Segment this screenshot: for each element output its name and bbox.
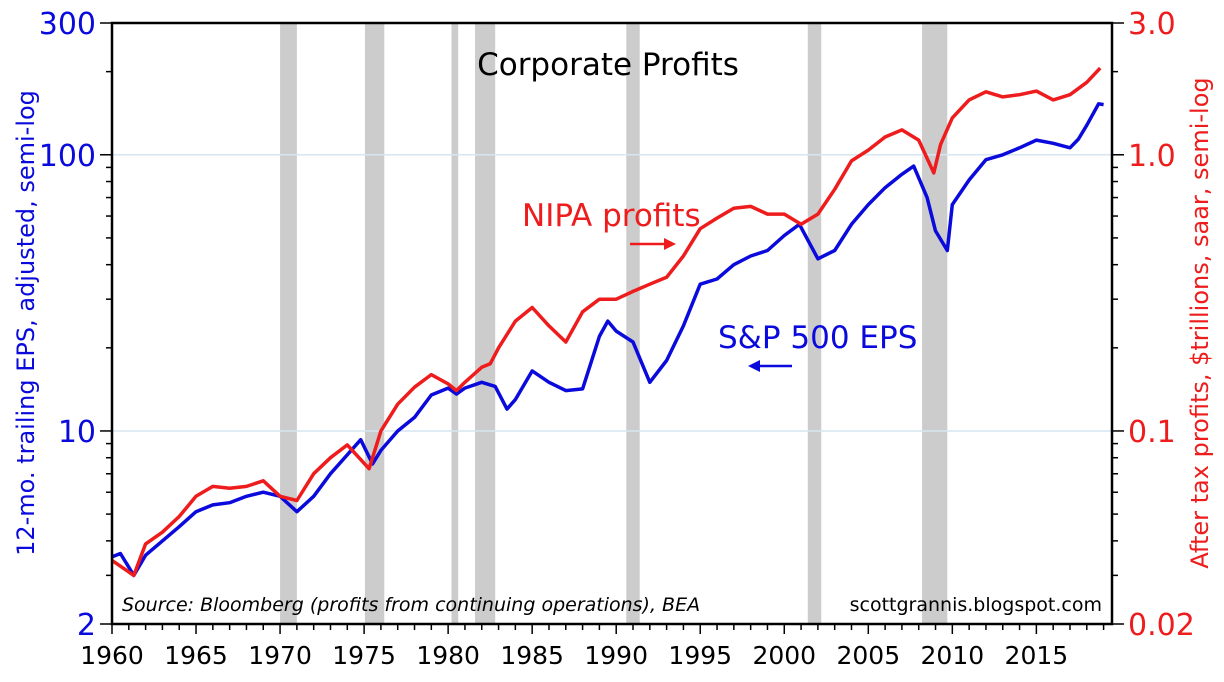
x-tick-label: 2015 [1005,641,1069,670]
recession-band [364,23,385,624]
y-right-tick-label: 0.02 [1128,608,1195,643]
credit: scottgrannis.blogspot.com [850,594,1102,616]
x-tick-label: 1990 [584,641,648,670]
y-right-tick-label: 3.0 [1128,7,1176,42]
x-tick-label: 1970 [248,641,312,670]
chart-title: Corporate Profits [477,47,739,83]
y-right-tick-label: 0.1 [1128,415,1176,450]
recession-band [280,23,297,624]
recession-band [475,23,496,624]
arrow-right-icon [630,238,676,250]
annotation-nipa: NIPA profits [522,198,701,234]
series-line-nipa [111,66,1102,578]
y-left-tick-label: 300 [39,7,96,42]
recession-band [922,23,948,624]
x-tick-label: 1980 [416,641,480,670]
right-axis-label: After tax profits, $trillions, saar, sem… [1186,77,1214,568]
y-right-tick-label: 1.0 [1128,139,1176,174]
y-left-tick-label: 10 [58,415,96,450]
arrow-left-icon [748,360,792,372]
x-tick-label: 1985 [500,641,564,670]
plot-frame [110,21,1114,626]
x-tick-label: 1960 [80,641,144,670]
gridlines [112,154,1112,432]
left-axis-label: 12-mo. trailing EPS, adjusted, semi-log [12,90,40,556]
x-tick-label: 2005 [836,641,900,670]
series-line-eps [111,102,1104,578]
x-tick-label: 1965 [164,641,228,670]
x-tick-label: 2000 [752,641,816,670]
recession-band [807,23,822,624]
source-note: Source: Bloomberg (profits from continui… [122,594,700,616]
x-tick-label: 1995 [668,641,732,670]
recession-band [451,23,459,624]
x-tick-label: 2010 [921,641,985,670]
recession-bands [280,23,948,624]
series-lines [111,66,1104,578]
x-tick-label: 1975 [332,641,396,670]
annotation-eps: S&P 500 EPS [718,320,917,356]
recession-band [626,23,640,624]
axes: 1960 1965 1970 1975 1980 1985 1990 1995 2000 2005… [39,7,1195,670]
y-left-tick-label: 100 [39,139,96,174]
y-left-tick-label: 2 [77,608,96,643]
